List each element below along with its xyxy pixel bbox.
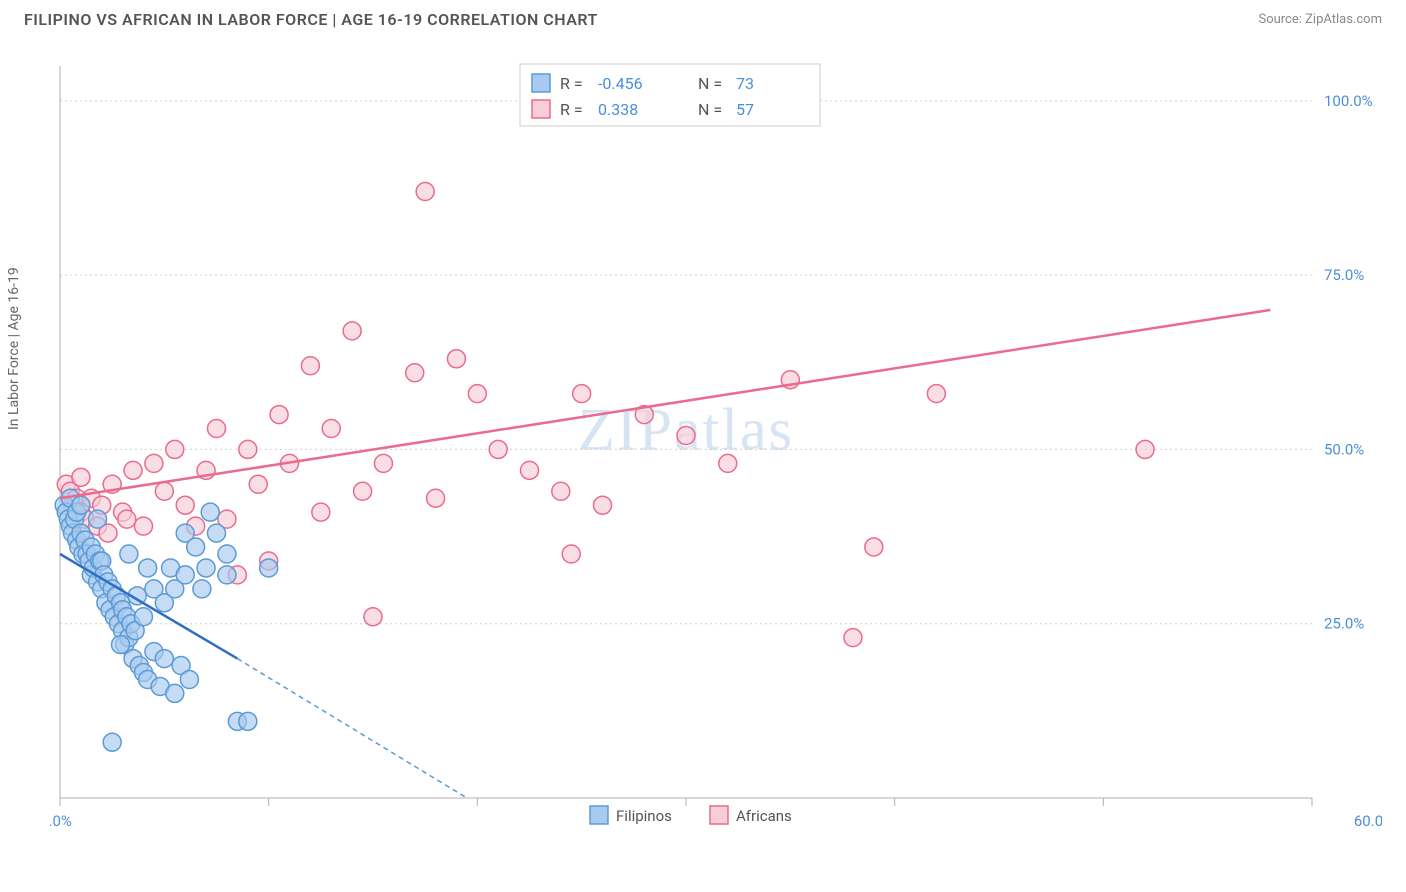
- data-point: [427, 489, 445, 507]
- chart-header: FILIPINO VS AFRICAN IN LABOR FORCE | AGE…: [0, 0, 1406, 35]
- data-point: [249, 475, 267, 493]
- chart-source: Source: ZipAtlas.com: [1258, 12, 1382, 27]
- data-point: [134, 608, 152, 626]
- bottom-legend-label-africans: Africans: [736, 807, 792, 825]
- data-point: [89, 510, 107, 528]
- scatter-chart: 0.0%60.0%25.0%50.0%75.0%100.0%ZIPatlasR …: [50, 48, 1382, 848]
- data-point: [260, 559, 278, 577]
- data-point: [145, 454, 163, 472]
- trend-line-filipinos-extrapolated: [237, 659, 467, 798]
- data-point: [139, 559, 157, 577]
- data-point: [844, 629, 862, 647]
- stat-r-value-filipinos: -0.456: [598, 74, 643, 93]
- data-point: [124, 461, 142, 479]
- data-point: [201, 503, 219, 521]
- y-tick-label: 100.0%: [1324, 92, 1373, 110]
- data-point: [406, 364, 424, 382]
- data-point: [120, 545, 138, 563]
- data-point: [103, 733, 121, 751]
- data-point: [72, 468, 90, 486]
- data-point: [72, 496, 90, 514]
- data-point: [270, 406, 288, 424]
- data-point: [594, 496, 612, 514]
- data-point: [193, 580, 211, 598]
- data-point: [218, 545, 236, 563]
- data-point: [1136, 440, 1154, 458]
- data-point: [416, 182, 434, 200]
- data-point: [677, 426, 695, 444]
- stat-r-value-africans: 0.338: [598, 100, 638, 119]
- data-point: [239, 440, 257, 458]
- data-point: [312, 503, 330, 521]
- data-point: [719, 454, 737, 472]
- data-point: [865, 538, 883, 556]
- stat-r-label: R =: [560, 100, 583, 119]
- y-tick-label: 50.0%: [1324, 440, 1364, 458]
- data-point: [562, 545, 580, 563]
- data-point: [552, 482, 570, 500]
- x-tick-label: 60.0%: [1354, 812, 1382, 830]
- data-point: [343, 322, 361, 340]
- data-point: [208, 420, 226, 438]
- trend-line-africans: [60, 310, 1270, 498]
- data-point: [166, 440, 184, 458]
- legend-swatch-filipinos: [532, 74, 550, 92]
- bottom-legend-swatch-africans: [710, 806, 728, 824]
- data-point: [364, 608, 382, 626]
- data-point: [176, 496, 194, 514]
- x-tick-label: 0.0%: [50, 812, 72, 830]
- data-point: [180, 670, 198, 688]
- data-point: [354, 482, 372, 500]
- data-point: [176, 566, 194, 584]
- data-point: [197, 559, 215, 577]
- stat-n-value-africans: 57: [736, 100, 754, 119]
- data-point: [573, 385, 591, 403]
- stat-n-label: N =: [698, 74, 722, 93]
- stat-n-label: N =: [698, 100, 722, 119]
- data-point: [301, 357, 319, 375]
- data-point: [322, 420, 340, 438]
- data-point: [187, 538, 205, 556]
- data-point: [155, 482, 173, 500]
- data-point: [374, 454, 392, 472]
- bottom-legend-swatch-filipinos: [590, 806, 608, 824]
- bottom-legend-label-filipinos: Filipinos: [616, 807, 672, 825]
- data-point: [927, 385, 945, 403]
- legend-swatch-africans: [532, 100, 550, 118]
- data-point: [155, 650, 173, 668]
- data-point: [134, 517, 152, 535]
- y-tick-label: 25.0%: [1324, 615, 1364, 633]
- data-point: [447, 350, 465, 368]
- data-point: [118, 510, 136, 528]
- data-point: [218, 566, 236, 584]
- data-point: [239, 712, 257, 730]
- data-point: [489, 440, 507, 458]
- data-point: [208, 524, 226, 542]
- data-point: [468, 385, 486, 403]
- data-point: [521, 461, 539, 479]
- y-tick-label: 75.0%: [1324, 266, 1364, 284]
- data-point: [166, 684, 184, 702]
- chart-container: 0.0%60.0%25.0%50.0%75.0%100.0%ZIPatlasR …: [50, 48, 1382, 848]
- stat-r-label: R =: [560, 74, 583, 93]
- stat-n-value-filipinos: 73: [736, 74, 754, 93]
- data-point: [112, 636, 130, 654]
- chart-title: FILIPINO VS AFRICAN IN LABOR FORCE | AGE…: [24, 10, 598, 29]
- y-axis-label: In Labor Force | Age 16-19: [6, 267, 22, 430]
